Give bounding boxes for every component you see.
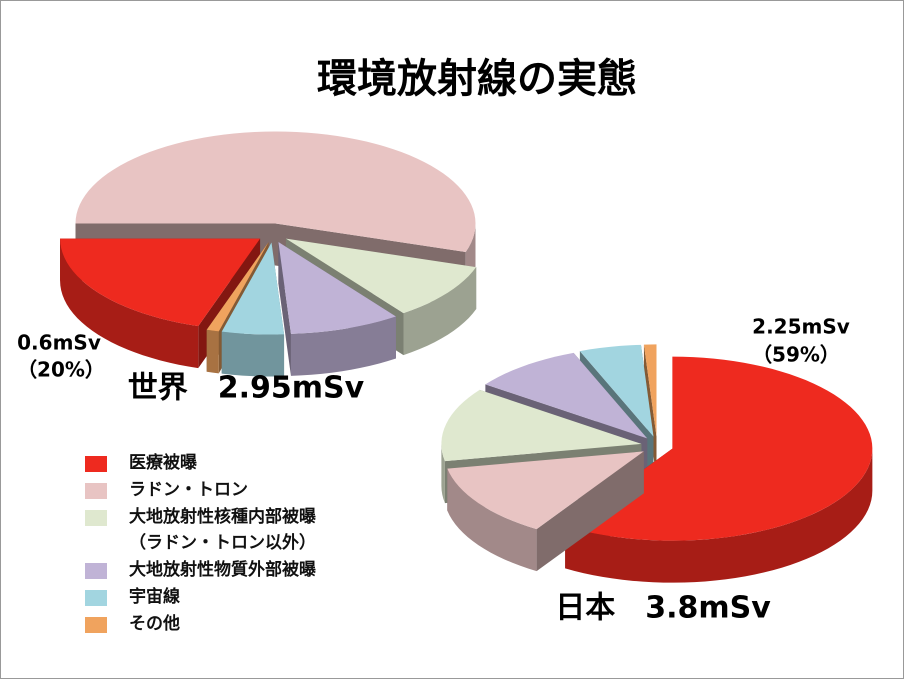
pie xyxy=(441,344,873,583)
slice-wall xyxy=(290,316,396,376)
slice-wall xyxy=(403,267,477,356)
slice-wall xyxy=(221,331,285,377)
legend-item: その他 xyxy=(85,614,316,637)
legend-label: その他 xyxy=(129,614,180,634)
slice-wall xyxy=(441,443,445,504)
slice xyxy=(447,451,644,572)
pie xyxy=(60,131,477,377)
slice-top xyxy=(285,238,477,314)
slice xyxy=(221,242,285,377)
slice xyxy=(278,242,396,376)
legend-label: 大地放射性物質外部被曝 xyxy=(129,560,316,580)
legend-swatch xyxy=(85,456,107,472)
slice-wall xyxy=(60,238,199,369)
annotation-share: （20%） xyxy=(17,358,105,382)
legend-item: 宇宙線 xyxy=(85,587,316,610)
slice-top xyxy=(278,242,396,334)
legend-label: ラドン・トロン xyxy=(129,480,248,500)
slice-wall xyxy=(565,448,873,583)
legend-item: 医療被曝 xyxy=(85,453,316,476)
legend-swatch xyxy=(85,617,107,633)
legend-swatch xyxy=(85,510,107,526)
slice-top xyxy=(60,238,261,327)
legend-item: 大地放射性核種内部被曝 （ラドン・トロン以外） xyxy=(85,507,316,556)
annotation-share: （59%） xyxy=(752,343,840,367)
annotation-amount: 0.6mSv xyxy=(17,331,101,355)
legend-item: 大地放射性物質外部被曝 xyxy=(85,560,316,583)
legend-swatch xyxy=(85,483,107,499)
slice-top xyxy=(447,451,644,530)
slice-wall xyxy=(206,329,219,374)
legend-label: 宇宙線 xyxy=(129,587,180,607)
slice-top xyxy=(643,344,657,437)
slice-side xyxy=(278,242,291,376)
slice-top xyxy=(75,131,476,252)
slice-top xyxy=(221,242,285,335)
slice-top xyxy=(579,344,654,437)
legend-swatch xyxy=(85,590,107,606)
legend-swatch xyxy=(85,563,107,579)
legend: 医療被曝ラドン・トロン大地放射性核種内部被曝 （ラドン・トロン以外） 大地放射性物… xyxy=(85,453,316,641)
legend-item: ラドン・トロン xyxy=(85,480,316,503)
slice-wall xyxy=(447,468,537,572)
annotation-amount: 2.25mSv xyxy=(752,315,850,339)
pie-label: 世界 2.95mSv xyxy=(128,371,365,406)
pie-label: 日本 3.8mSv xyxy=(555,591,771,626)
slice-top xyxy=(441,389,642,462)
legend-label: 大地放射性核種内部被曝 （ラドン・トロン以外） xyxy=(129,507,316,553)
slice-top xyxy=(206,242,269,332)
legend-label: 医療被曝 xyxy=(129,453,197,473)
slice-top xyxy=(485,352,648,439)
title: 環境放射線の実態 xyxy=(317,56,637,102)
